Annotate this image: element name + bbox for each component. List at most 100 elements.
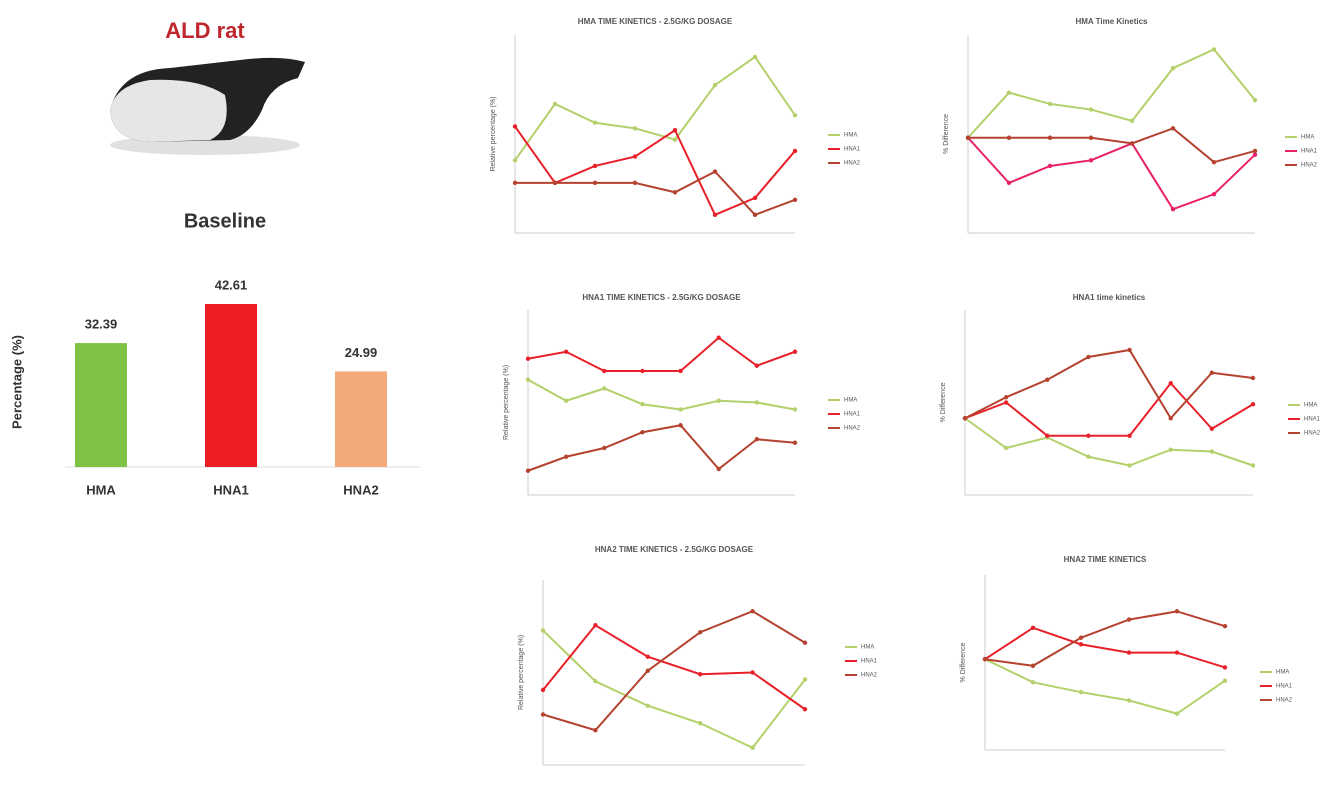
point <box>632 180 638 186</box>
point <box>1006 90 1012 95</box>
point <box>716 398 721 403</box>
point <box>1047 135 1053 140</box>
legend-label: HMA <box>844 398 857 404</box>
point <box>1086 354 1091 360</box>
bar-chart-title: Baseline <box>184 210 266 232</box>
y-axis-label: Relative percentage (%) <box>503 365 510 440</box>
point <box>672 128 678 133</box>
point <box>754 437 760 442</box>
legend-label: HNA2 <box>844 161 861 167</box>
series-line <box>515 170 796 217</box>
point <box>1086 454 1091 459</box>
point <box>563 454 569 459</box>
point <box>1222 665 1228 670</box>
point <box>1252 148 1258 154</box>
legend-label: HNA2 <box>844 426 861 432</box>
point <box>750 609 755 614</box>
point <box>632 126 638 131</box>
point <box>1003 445 1009 451</box>
point <box>1047 163 1053 169</box>
point <box>1006 135 1012 140</box>
point <box>1045 377 1050 382</box>
series-line <box>542 623 806 711</box>
point <box>1252 152 1258 157</box>
legend-label: HNA1 <box>1301 149 1318 155</box>
point <box>1088 107 1094 112</box>
point <box>792 407 798 412</box>
point <box>672 137 678 142</box>
point <box>1078 635 1084 640</box>
legend-label: HNA2 <box>1304 431 1320 437</box>
series-line <box>984 626 1226 669</box>
point <box>1127 347 1132 353</box>
point <box>802 707 808 712</box>
series-line <box>542 610 806 732</box>
point <box>1174 650 1180 655</box>
point <box>1211 160 1217 165</box>
y-axis-label: % Difference <box>943 114 950 154</box>
point <box>1209 370 1215 375</box>
point <box>645 668 650 673</box>
point <box>698 630 703 635</box>
point <box>1127 433 1132 438</box>
value-label: 24.99 <box>345 345 378 360</box>
point <box>1047 101 1053 107</box>
point <box>1170 66 1176 71</box>
point <box>602 445 607 451</box>
point <box>1127 463 1132 468</box>
point <box>1168 447 1173 452</box>
rat-illustration <box>110 57 305 155</box>
y-axis-label: % Difference <box>940 382 947 422</box>
point <box>552 180 558 186</box>
point <box>1129 141 1135 146</box>
point <box>792 349 798 354</box>
point <box>1088 158 1094 163</box>
series-line <box>964 417 1254 467</box>
series-line <box>514 55 796 161</box>
point <box>752 54 758 60</box>
legend-label: HNA1 <box>844 147 861 153</box>
point <box>592 163 598 169</box>
legend-label: HNA2 <box>1276 698 1293 704</box>
chart-title: HNA2 TIME KINETICS <box>1064 555 1147 564</box>
series-line <box>527 378 796 411</box>
point <box>540 687 546 693</box>
value-label: 42.61 <box>215 277 248 292</box>
point <box>512 124 518 129</box>
point <box>754 400 760 405</box>
point <box>678 368 683 374</box>
point <box>802 677 808 682</box>
series-line <box>527 424 796 472</box>
point <box>1030 680 1036 685</box>
point <box>712 169 718 174</box>
chart-title: HNA2 TIME KINETICS - 2.5G/KG DOSAGE <box>595 545 754 554</box>
point <box>1126 698 1132 703</box>
point <box>716 335 721 340</box>
point <box>552 101 558 107</box>
point <box>1252 97 1258 103</box>
point <box>602 368 607 374</box>
point <box>1088 135 1094 140</box>
point <box>512 180 518 186</box>
point <box>1168 416 1173 421</box>
legend-label: HNA1 <box>861 659 878 665</box>
point <box>592 180 598 186</box>
y-axis-label: Relative percentage (%) <box>490 96 497 171</box>
point <box>716 466 721 472</box>
point <box>982 657 988 662</box>
point <box>712 212 718 218</box>
series-line <box>968 127 1256 164</box>
series-line <box>964 381 1254 437</box>
chart-title: HNA1 time kinetics <box>1073 293 1146 302</box>
legend-label: HNA2 <box>1301 163 1318 169</box>
point <box>678 407 683 412</box>
point <box>1250 402 1256 407</box>
point <box>525 356 531 361</box>
bar <box>335 371 387 467</box>
point <box>1222 624 1228 629</box>
point <box>525 468 531 473</box>
point <box>645 703 650 708</box>
point <box>678 423 683 428</box>
